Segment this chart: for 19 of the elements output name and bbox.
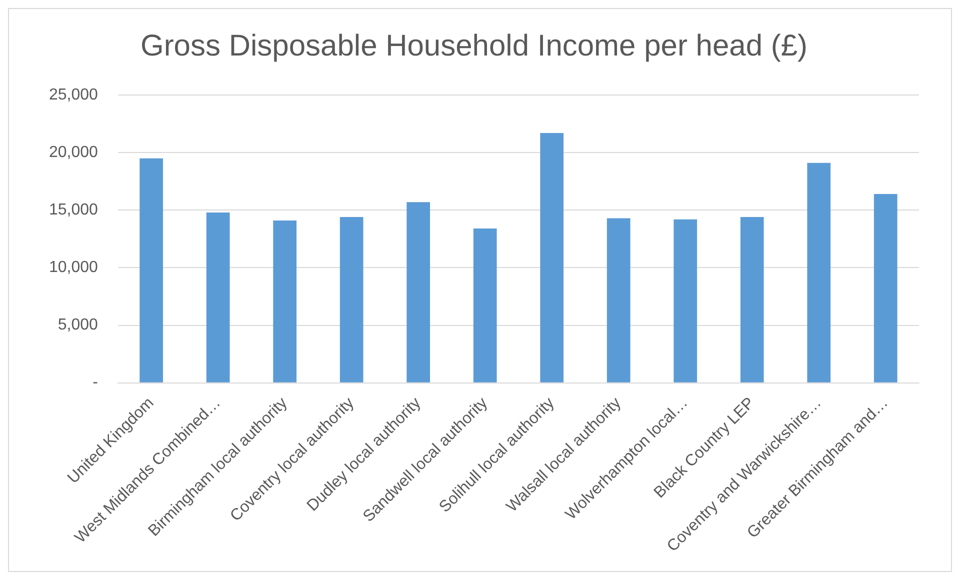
y-tick-label: 25,000 — [49, 86, 98, 104]
bar — [807, 162, 831, 382]
bar — [140, 158, 163, 382]
chart-title: Gross Disposable Household Income per head (£) — [140, 29, 808, 62]
bar — [273, 220, 297, 382]
bar — [606, 218, 630, 382]
bar — [740, 217, 764, 382]
y-tick-label: 5,000 — [58, 316, 98, 334]
y-tick-label: 20,000 — [49, 144, 98, 161]
y-tick-label: - — [92, 374, 98, 392]
bar — [206, 212, 230, 382]
bar — [340, 217, 364, 382]
bar — [874, 194, 898, 382]
bar — [473, 228, 497, 382]
bar — [674, 219, 698, 382]
bar — [540, 132, 564, 382]
y-tick-label: 10,000 — [49, 259, 98, 276]
bar — [406, 202, 430, 382]
y-tick-label: 15,000 — [49, 202, 98, 219]
